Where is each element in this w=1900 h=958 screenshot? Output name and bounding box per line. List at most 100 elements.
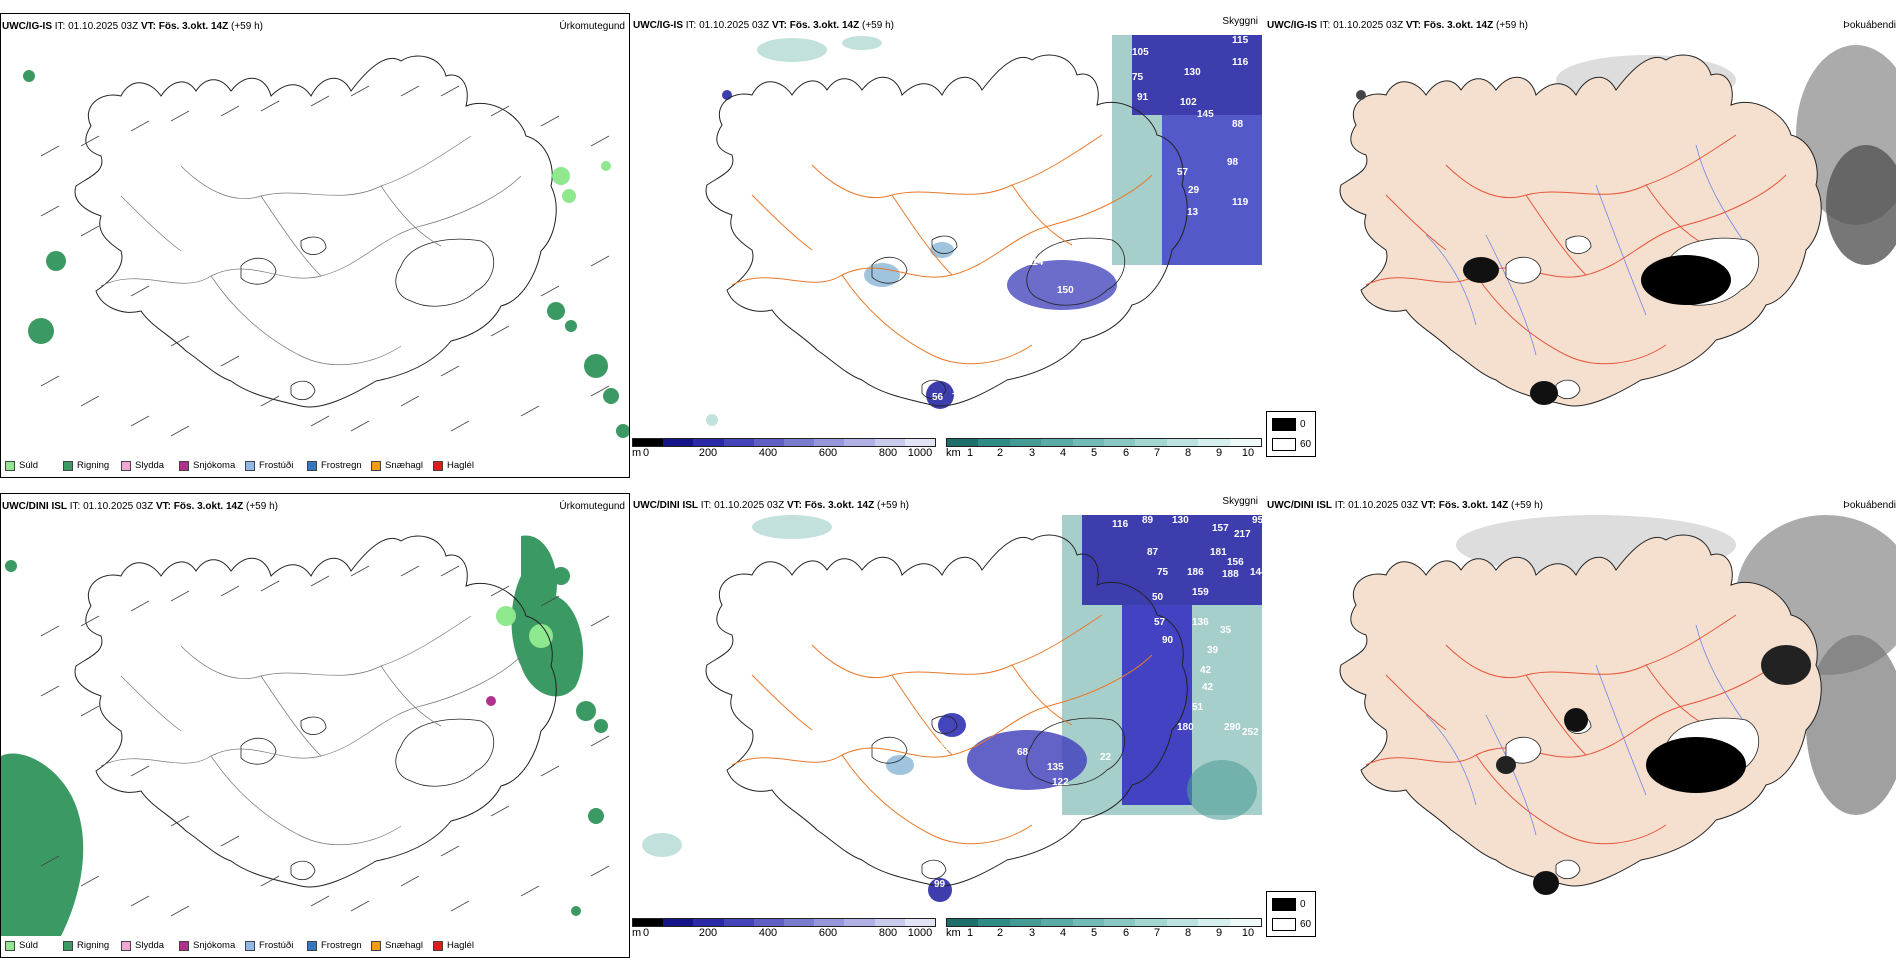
cloudbase-label: 105 bbox=[932, 742, 949, 753]
visibility-colorbar: km 1 2 3 4 5 6 7 8 9 10 bbox=[946, 918, 1262, 939]
precip-type-panel-row1: UWC/IG-IS IT: 01.10.2025 03Z VT: Fös. 3.… bbox=[0, 13, 630, 478]
legend-item: Snjókoma bbox=[179, 940, 245, 951]
cloudbase-label: 135 bbox=[1047, 762, 1064, 773]
legend-item: Rigning bbox=[63, 460, 121, 471]
cloudbase-label: 130 bbox=[1184, 67, 1201, 78]
fog-index-panel-row2: UWC/DINI ISL IT: 01.10.2025 03Z VT: Fös.… bbox=[1266, 493, 1900, 958]
low-vis-areas bbox=[706, 35, 1262, 426]
legend-swatch bbox=[63, 460, 73, 471]
cloudbase-label: 145 bbox=[1197, 109, 1214, 120]
precip-areas bbox=[1, 535, 608, 936]
legend-item: Snjókoma bbox=[179, 460, 245, 471]
cloudbase-label: 217 bbox=[1234, 529, 1251, 540]
legend-swatch bbox=[245, 460, 255, 471]
cloudbase-label: 290 bbox=[1224, 722, 1241, 733]
cloudbase-unit: m bbox=[632, 927, 642, 939]
cloudbase-label: 98 bbox=[1227, 157, 1239, 168]
cloudbase-label: 22 bbox=[1100, 752, 1112, 763]
legend-item: Slydda bbox=[121, 940, 179, 951]
legend-item: Súld bbox=[5, 460, 63, 471]
legend-item: Haglél bbox=[433, 460, 491, 471]
panel-header: UWC/IG-IS IT: 01.10.2025 03Z VT: Fös. 3.… bbox=[2, 21, 625, 32]
cloudbase-label: 95 bbox=[1252, 515, 1262, 526]
visibility-unit: km bbox=[946, 447, 961, 459]
precip-type-panel-row2: UWC/DINI ISL IT: 01.10.2025 03Z VT: Fös.… bbox=[0, 493, 630, 958]
cloudbase-label: 57 bbox=[1177, 167, 1189, 178]
precip-map bbox=[23, 55, 629, 438]
legend-swatch bbox=[63, 940, 73, 951]
panel-title: Þokuábendi bbox=[1843, 500, 1896, 511]
cloudbase-label: 136 bbox=[1192, 617, 1209, 628]
panel-title: Skyggni bbox=[1222, 496, 1258, 507]
cloudbase-label: 91 bbox=[1137, 92, 1149, 103]
cloudbase-label: 116 bbox=[1112, 519, 1129, 530]
cloudbase-label: 252 bbox=[1242, 727, 1259, 738]
fog-legend: 0 60 bbox=[1266, 411, 1316, 457]
cloudbase-label: 156 bbox=[1227, 557, 1244, 568]
legend-swatch bbox=[121, 460, 131, 471]
cloudbase-label: 122 bbox=[1052, 777, 1069, 788]
cloudbase-label: 88 bbox=[1232, 119, 1244, 130]
fog-index-panel-row1: UWC/IG-IS IT: 01.10.2025 03Z VT: Fös. 3.… bbox=[1266, 13, 1900, 478]
visibility-colorbar: km 1 2 3 4 5 6 7 8 9 10 bbox=[946, 438, 1262, 459]
visibility-panel-row2: UWC/DINI ISL IT: 01.10.2025 03Z VT: Fös.… bbox=[632, 493, 1262, 958]
cloudbase-label: 29 bbox=[1188, 185, 1200, 196]
cloudbase-label: 42 bbox=[1200, 665, 1212, 676]
legend-item: Frostregn bbox=[307, 460, 371, 471]
precip-map bbox=[1, 535, 610, 936]
panel-header: UWC/DINI ISL IT: 01.10.2025 03Z VT: Fös.… bbox=[633, 496, 1258, 511]
panel-title: Úrkomutegund bbox=[559, 21, 625, 32]
cloudbase-label: 39 bbox=[1207, 645, 1219, 656]
cloudbase-label: 50 bbox=[1152, 592, 1164, 603]
cloudbase-label: 35 bbox=[1220, 625, 1232, 636]
cloudbase-label: 157 bbox=[1212, 523, 1229, 534]
fog-map bbox=[1339, 45, 1896, 407]
cloudbase-label: 42 bbox=[1202, 682, 1214, 693]
cloudbase-label: 90 bbox=[1162, 635, 1174, 646]
precip-areas bbox=[23, 70, 629, 438]
panel-header: UWC/IG-IS IT: 01.10.2025 03Z VT: Fös. 3.… bbox=[633, 16, 1258, 31]
legend-swatch bbox=[307, 460, 317, 471]
cloudbase-label: 105 bbox=[1132, 47, 1149, 58]
fog-legend-black bbox=[1272, 898, 1296, 911]
cloudbase-label: 186 bbox=[1187, 567, 1204, 578]
legend-swatch bbox=[371, 940, 381, 951]
cloudbase-label: 150 bbox=[1057, 285, 1074, 296]
cloudbase-label: 56 bbox=[932, 392, 944, 403]
panel-title: Skyggni bbox=[1222, 16, 1258, 27]
cloudbase-label: 51 bbox=[1192, 702, 1204, 713]
legend-item: Frostúði bbox=[245, 940, 307, 951]
precip-legend: Súld Rigning Slydda Snjókoma Frostúði Fr… bbox=[5, 460, 491, 471]
legend-item: Frostregn bbox=[307, 940, 371, 951]
fog-map bbox=[1339, 515, 1896, 895]
legend-item: Frostúði bbox=[245, 460, 307, 471]
cloudbase-label: 116 bbox=[1232, 57, 1249, 68]
cloudbase-label: 102 bbox=[1180, 97, 1197, 108]
cloudbase-label: 89 bbox=[1142, 515, 1154, 526]
legend-item: Slydda bbox=[121, 460, 179, 471]
legend-swatch bbox=[433, 460, 443, 471]
fog-legend-black bbox=[1272, 418, 1296, 431]
cloudbase-label: 119 bbox=[1232, 197, 1249, 208]
legend-item: Rigning bbox=[63, 940, 121, 951]
legend-item: Haglél bbox=[433, 940, 491, 951]
cloudbase-label: 159 bbox=[1192, 587, 1209, 598]
cloudbase-unit: m bbox=[632, 447, 642, 459]
fog-legend-white bbox=[1272, 438, 1296, 451]
cloudbase-colorbar: m 0 200 400 600 800 1000 bbox=[632, 438, 936, 459]
panel-header: UWC/DINI ISL IT: 01.10.2025 03Z VT: Fös.… bbox=[1267, 500, 1896, 511]
cloudbase-label: 114 bbox=[1027, 257, 1044, 268]
low-vis-areas bbox=[642, 515, 1262, 902]
legend-item: Snæhagl bbox=[371, 940, 433, 951]
legend-swatch bbox=[245, 940, 255, 951]
panel-title: Þokuábendi bbox=[1843, 20, 1896, 31]
panel-title: Úrkomutegund bbox=[559, 501, 625, 512]
visibility-panel-row1: UWC/IG-IS IT: 01.10.2025 03Z VT: Fös. 3.… bbox=[632, 13, 1262, 478]
fog-legend-white bbox=[1272, 918, 1296, 931]
cloudbase-colorbar: m 0 200 400 600 800 1000 bbox=[632, 918, 936, 939]
legend-swatch bbox=[121, 940, 131, 951]
cloudbase-label: 180 bbox=[1177, 722, 1194, 733]
